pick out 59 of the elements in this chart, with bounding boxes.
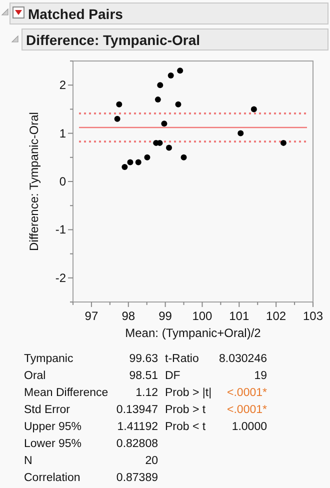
y-tick-label: 2: [59, 78, 66, 92]
x-axis-title: Mean: (Tympanic+Oral)/2: [125, 326, 262, 340]
point: [144, 154, 150, 160]
point: [180, 154, 187, 160]
text: Lower 95%: [24, 438, 82, 450]
x-tick-label: 102: [266, 309, 286, 323]
text: Correlation: [24, 472, 80, 484]
x-tick-label: 99: [158, 309, 172, 323]
text: Mean Difference: [24, 387, 108, 399]
point: [122, 164, 128, 170]
y-axis-title: Difference: Tympanic-Oral: [27, 112, 41, 251]
y-tick-label: 0: [59, 174, 66, 188]
point: [175, 101, 182, 108]
x-tick-label: 100: [192, 309, 213, 323]
point: [127, 159, 134, 166]
text: <.0001*: [227, 404, 268, 416]
text: 1.12: [136, 387, 158, 399]
y-tick-label: -1: [55, 222, 66, 237]
text: 1.0000: [232, 421, 267, 433]
text: 8.030246: [219, 353, 267, 365]
x-tick-label: 103: [302, 309, 324, 323]
y-tick-label: 1: [59, 126, 66, 140]
text: 19: [254, 370, 267, 382]
text: Upper 95%: [24, 421, 82, 433]
chart-subtitle: Difference: Tympanic-Oral: [26, 32, 200, 48]
text: <.0001*: [227, 387, 268, 399]
text: Prob > t: [165, 404, 206, 416]
text: 1.41192: [117, 421, 158, 433]
point: [157, 82, 164, 88]
text: Prob > |t|: [165, 387, 212, 399]
text: DF: [165, 370, 180, 382]
point: [166, 144, 172, 151]
point: [280, 140, 286, 146]
y-tick-label: -2: [55, 270, 66, 285]
text: 98.51: [129, 370, 158, 382]
point: [114, 116, 120, 122]
text: Tympanic: [24, 353, 74, 365]
text: Std Error: [24, 404, 70, 416]
text: Oral: [24, 370, 46, 382]
point: [168, 72, 174, 78]
point: [154, 96, 161, 103]
point: [161, 120, 168, 127]
text: 0.87389: [116, 472, 158, 484]
text: 99.63: [129, 353, 158, 365]
point: [135, 159, 142, 166]
text: t-Ratio: [165, 353, 199, 365]
text: Prob < t: [165, 421, 206, 433]
point: [250, 106, 257, 112]
text: 0.82808: [116, 438, 158, 450]
text: 20: [145, 455, 158, 467]
x-tick-label: 97: [84, 309, 98, 323]
point: [116, 101, 122, 108]
point: [238, 130, 244, 136]
text: 0.13947: [116, 404, 158, 416]
chart-title: Matched Pairs: [28, 6, 124, 22]
text: N: [24, 455, 32, 467]
x-tick-label: 101: [229, 309, 250, 323]
point: [177, 68, 184, 74]
x-tick-label: 98: [122, 309, 136, 323]
